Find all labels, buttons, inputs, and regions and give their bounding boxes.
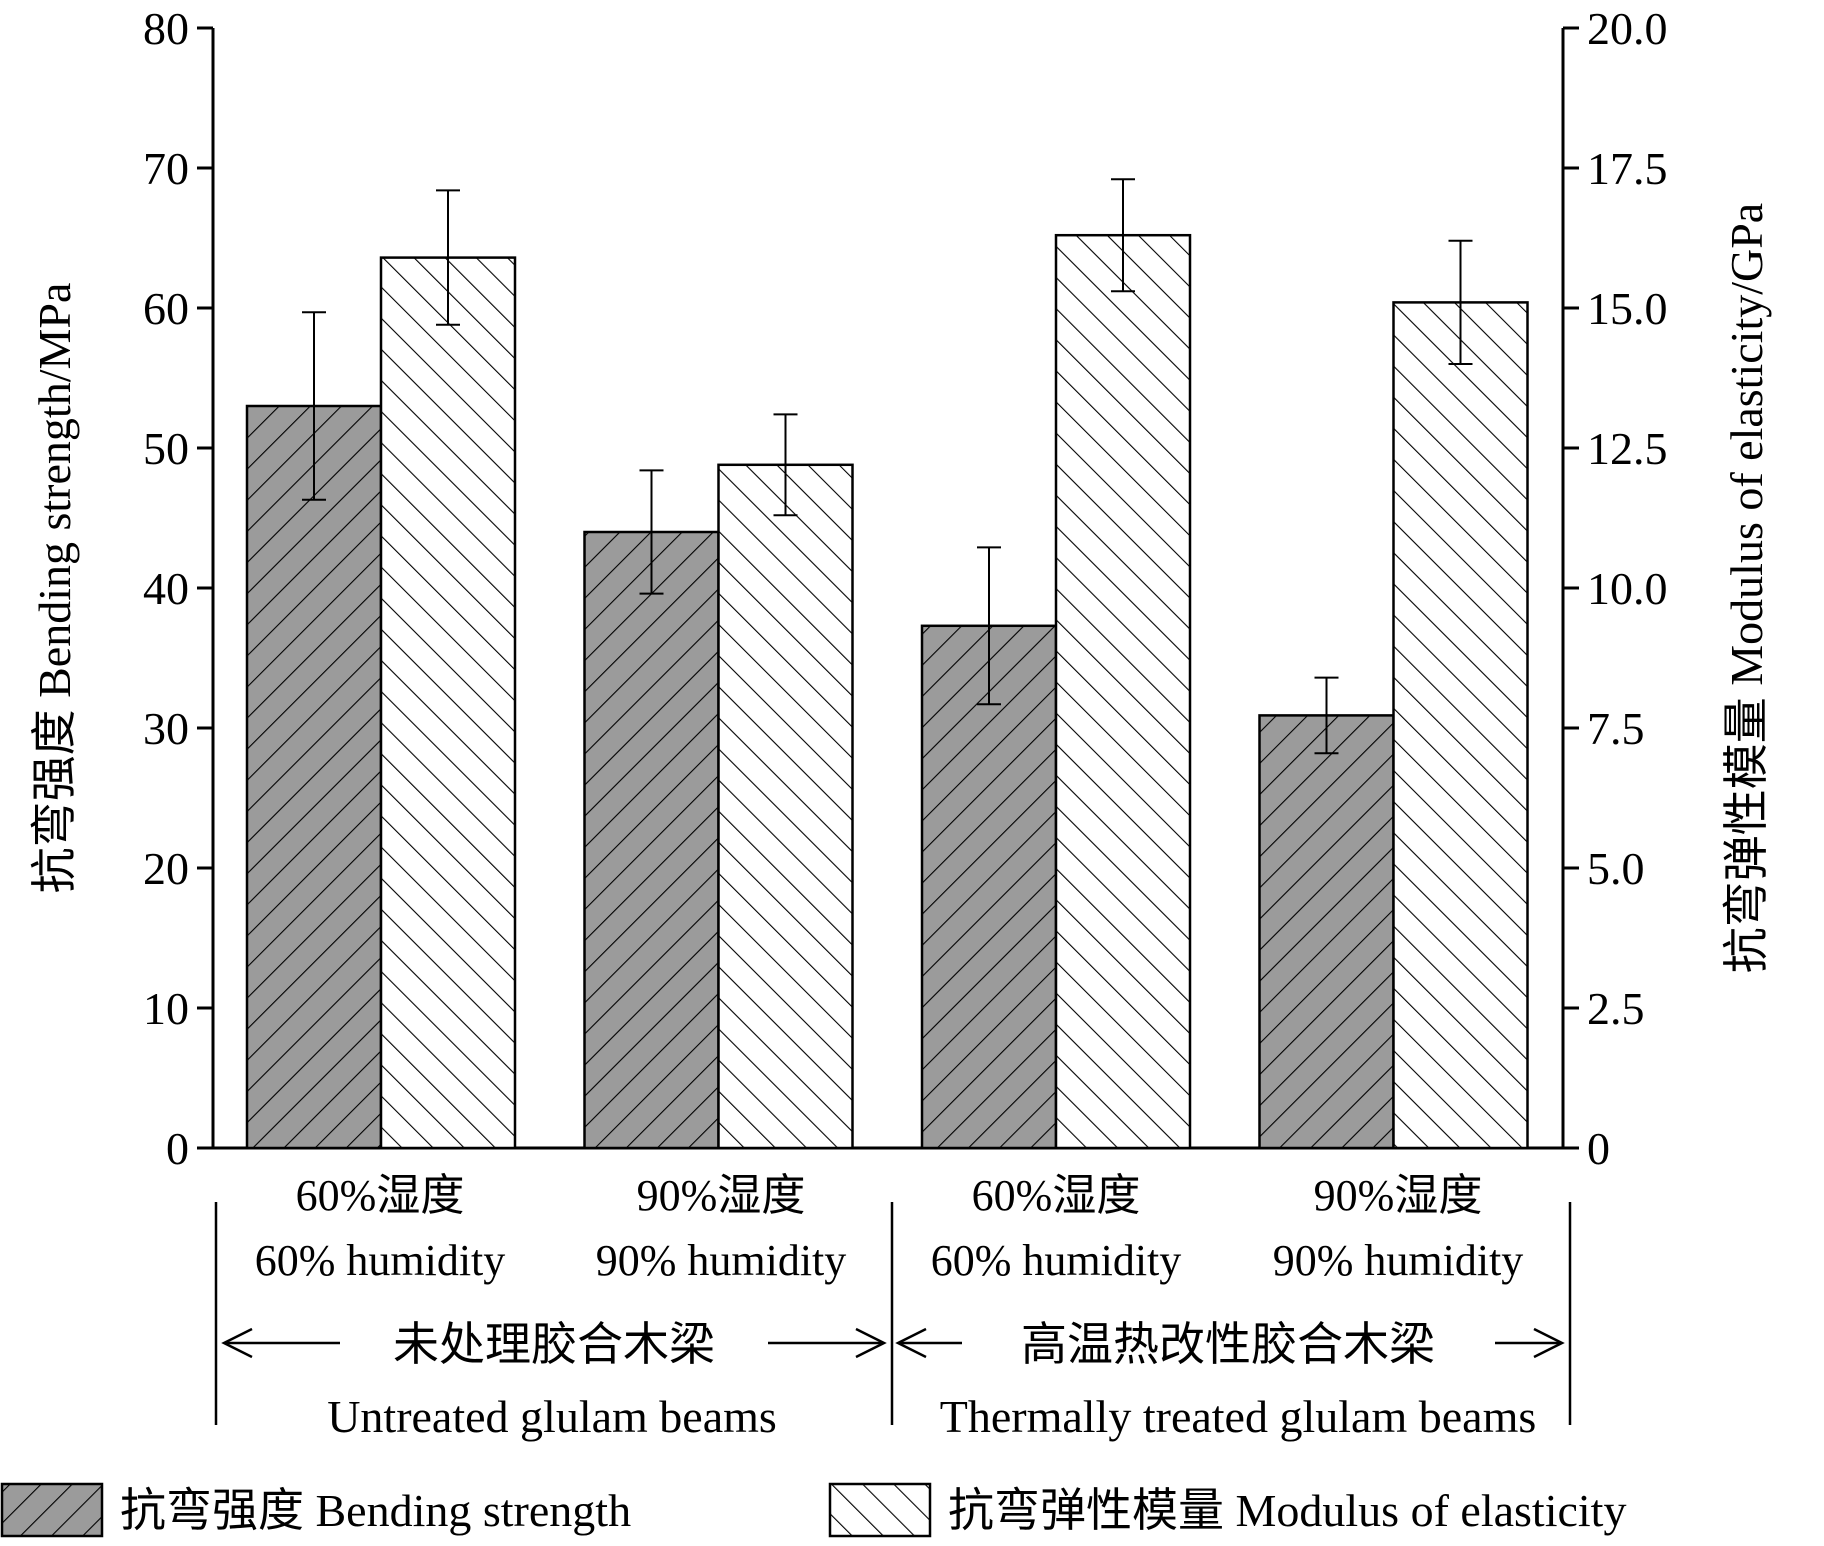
group-arrows <box>221 1327 1565 1359</box>
legend-swatch-modulus <box>828 1482 932 1538</box>
right-axis-tick-label: 15.0 <box>1587 283 1668 334</box>
bending-strength-bar <box>583 530 720 1150</box>
legend-swatch-bending <box>0 1482 104 1538</box>
right-axis-tick-label: 10.0 <box>1587 563 1668 614</box>
left-axis-tick-label: 50 <box>143 423 189 474</box>
arrow-head-left <box>895 1327 927 1359</box>
bending-strength-bar <box>1258 714 1395 1150</box>
right-axis-tick-label: 7.5 <box>1587 703 1645 754</box>
modulus-bar <box>1392 301 1529 1150</box>
category-label-en: 90% humidity <box>1273 1236 1524 1285</box>
category-label-zh: 90%湿度 <box>637 1171 806 1220</box>
arrow-head-left <box>221 1327 253 1359</box>
category-label-en: 60% humidity <box>931 1236 1182 1285</box>
left-axis-ticks: 0 10 20 30 40 50 60 70 80 <box>143 3 213 1174</box>
bending-strength-bar <box>245 404 383 1150</box>
right-axis-ticks: 0 2.5 5.0 7.5 10.0 12.5 15.0 17.5 20.0 <box>1563 3 1668 1174</box>
modulus-bar <box>717 463 854 1150</box>
group-label-en: Untreated glulam beams <box>327 1391 777 1442</box>
group-label-en: Thermally treated glulam beams <box>940 1391 1537 1442</box>
right-axis-tick-label: 17.5 <box>1587 143 1668 194</box>
category-labels: 60%湿度 60% humidity 90%湿度 90% humidity 60… <box>255 1171 1524 1285</box>
left-axis-tick-label: 20 <box>143 843 189 894</box>
category-label-zh: 60%湿度 <box>296 1171 465 1220</box>
legend-label-bending: 抗弯强度 Bending strength <box>120 1485 631 1536</box>
modulus-bar <box>379 256 517 1150</box>
right-axis-tick-label: 20.0 <box>1587 3 1668 54</box>
right-axis-title: 抗弯弹性模量 Modulus of elasticity/GPa <box>1721 203 1772 973</box>
left-axis-tick-label: 0 <box>166 1123 189 1174</box>
left-axis-tick-label: 60 <box>143 283 189 334</box>
arrow-head-right <box>855 1327 887 1359</box>
modulus-bar <box>1054 233 1192 1150</box>
right-axis-tick-label: 0 <box>1587 1123 1610 1174</box>
left-axis-tick-label: 30 <box>143 703 189 754</box>
right-axis-tick-label: 5.0 <box>1587 843 1645 894</box>
group-label-zh: 未处理胶合木梁 <box>393 1319 715 1370</box>
bars <box>245 178 1529 1150</box>
left-axis-tick-label: 70 <box>143 143 189 194</box>
category-label-zh: 60%湿度 <box>972 1171 1141 1220</box>
category-label-zh: 90%湿度 <box>1314 1171 1483 1220</box>
category-label-en: 60% humidity <box>255 1236 506 1285</box>
group-separators <box>214 1202 1572 1425</box>
left-axis-tick-label: 80 <box>143 3 189 54</box>
left-axis-tick-label: 40 <box>143 563 189 614</box>
legend: 抗弯强度 Bending strength 抗弯弹性模量 Modulus of … <box>0 1482 1626 1538</box>
left-axis-title: 抗弯强度 Bending strength/MPa <box>29 283 80 894</box>
arrow-head-right <box>1533 1327 1565 1359</box>
right-axis-tick-label: 2.5 <box>1587 983 1645 1034</box>
group-label-zh: 高温热改性胶合木梁 <box>1021 1319 1435 1370</box>
legend-label-modulus: 抗弯弹性模量 Modulus of elasticity <box>948 1485 1626 1536</box>
right-axis-tick-label: 12.5 <box>1587 423 1668 474</box>
left-axis-tick-label: 10 <box>143 983 189 1034</box>
category-label-en: 90% humidity <box>596 1236 847 1285</box>
